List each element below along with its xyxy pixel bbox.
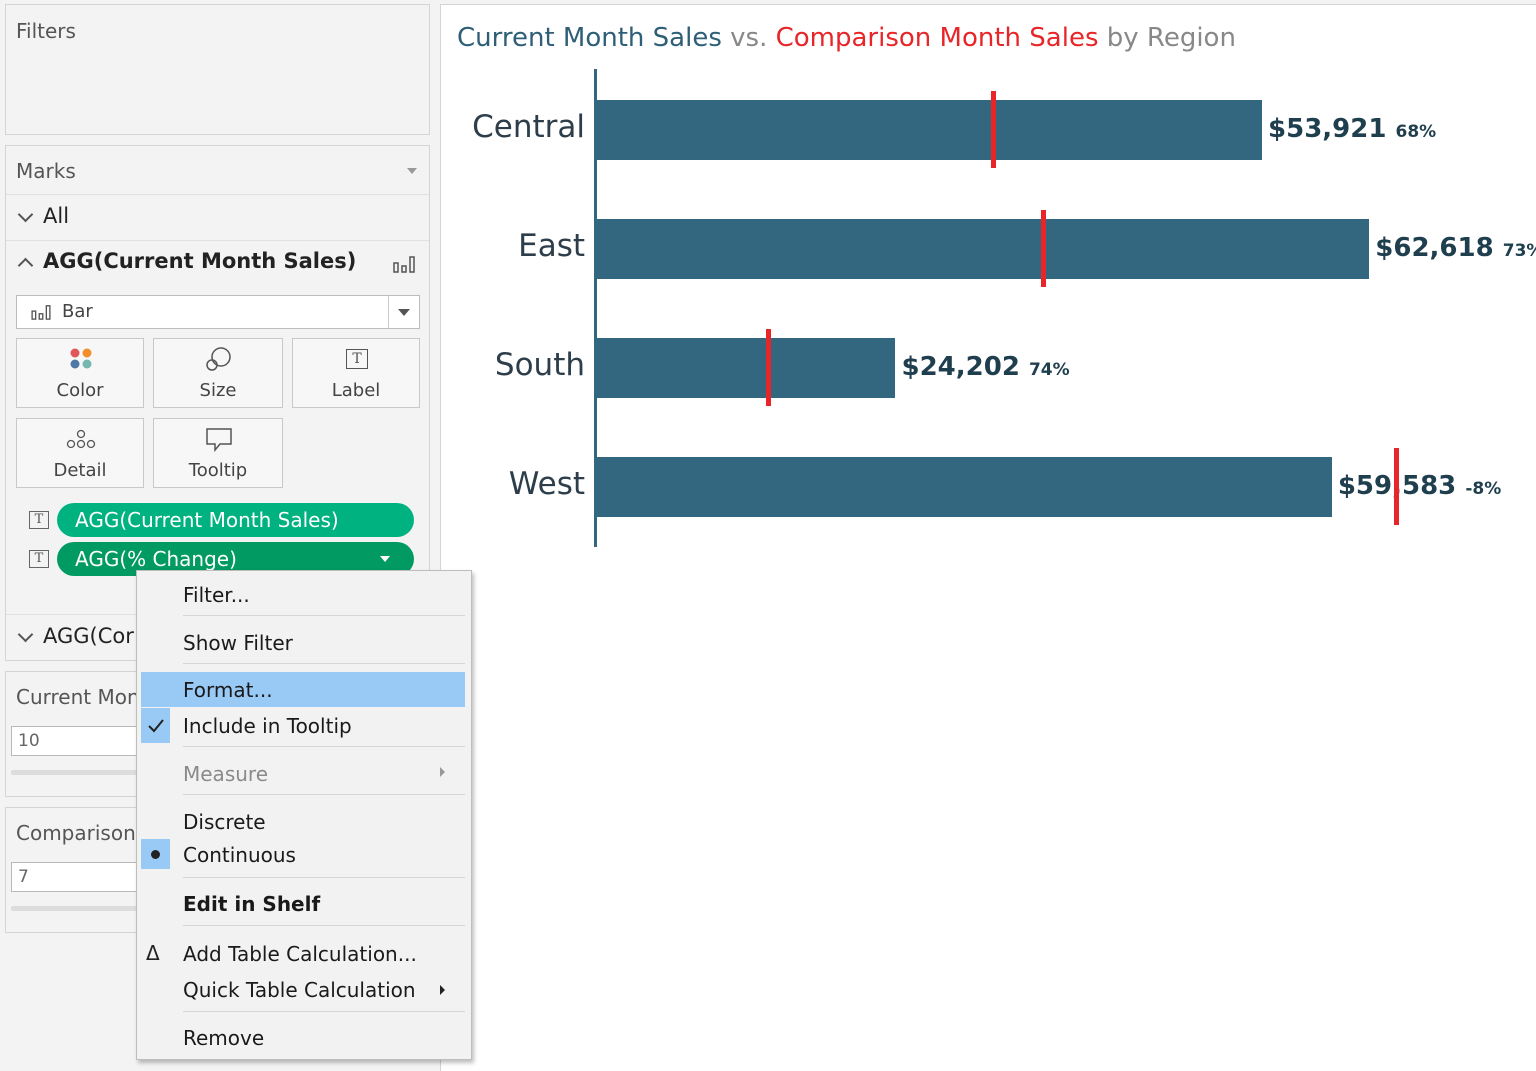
marks-current-section-header[interactable]: AGG(Current Month Sales) [6,241,429,286]
detail-icon [66,429,96,449]
size-button-label: Size [199,380,237,401]
marks-title: Marks [16,159,76,183]
menu-item-label: Continuous [183,843,296,867]
comparison-reference-line[interactable] [1041,210,1047,287]
y-axis-line [594,69,597,547]
pct-change-label: -8% [1465,479,1502,499]
menu-item-remove[interactable]: Remove [141,1021,465,1057]
title-part-current: Current Month Sales [457,23,722,53]
marks-all-row[interactable]: All [6,195,429,240]
region-label: South [494,347,585,383]
comparison-reference-line[interactable] [990,91,996,168]
label-button-label: Label [331,380,381,401]
marks-all-label: All [43,204,70,228]
bar-current-month-sales[interactable] [597,100,1263,160]
bar-current-month-sales[interactable] [597,219,1370,279]
menu-item-discrete[interactable]: Discrete [141,804,465,840]
bar-current-month-sales[interactable] [597,457,1332,517]
pill-current-month-sales[interactable]: AGG(Current Month Sales) [57,503,414,537]
submenu-arrow-icon [440,767,445,777]
menu-item-continuous[interactable]: Continuous [141,839,465,875]
color-icon [70,348,92,369]
detail-button[interactable]: Detail [16,418,144,488]
tooltip-button-label: Tooltip [188,460,248,481]
parameter-title: Current Mon [16,685,140,709]
menu-item-edit-in-shelf[interactable]: Edit in Shelf [141,887,465,923]
pill-label: AGG(% Change) [75,547,237,571]
color-button[interactable]: Color [16,338,144,408]
menu-item-label: Measure [183,762,268,786]
bar-chart-icon [31,305,51,320]
pct-change-label: 68% [1395,122,1437,142]
parameter-title: Comparison [16,821,136,845]
tooltip-button[interactable]: Tooltip [153,418,283,488]
pct-change-label: 74% [1028,360,1070,380]
context-menu: Filter... Show Filter Format... Include … [136,570,472,1060]
chevron-down-icon [17,206,34,223]
menu-item-label: Filter... [183,583,250,607]
detail-button-label: Detail [53,460,107,481]
region-label: West [508,466,585,502]
menu-item-measure[interactable]: Measure [141,756,465,792]
text-label-icon: T [29,511,49,529]
chevron-down-icon [17,626,34,643]
bar-value-label: $62,618 73% [1375,233,1536,263]
size-icon [206,347,231,371]
comparison-reference-line[interactable] [1394,448,1400,525]
comparison-reference-line[interactable] [766,329,772,406]
marks-collapsed-section-label: AGG(Cor [43,624,134,648]
menu-item-show-filter[interactable]: Show Filter [141,625,465,661]
menu-item-label: Add Table Calculation... [183,942,417,966]
filters-card[interactable]: Filters [5,4,430,135]
text-label-icon: T [29,550,49,568]
menu-item-label: Discrete [183,810,266,834]
menu-item-add-table-calculation[interactable]: Δ Add Table Calculation... [141,937,465,973]
label-button[interactable]: T Label [292,338,420,408]
tooltip-icon [206,428,232,453]
bar-current-month-sales[interactable] [597,338,896,398]
region-label: East [518,228,585,264]
menu-item-label: Remove [183,1026,265,1050]
text-label-icon: T [346,349,368,369]
color-button-label: Color [56,380,104,401]
title-part-comparison: Comparison Month Sales [775,23,1099,53]
menu-item-include-in-tooltip[interactable]: Include in Tooltip [141,708,465,744]
bar-value-label: $59,583 -8% [1337,471,1502,501]
menu-item-format[interactable]: Format... [141,672,465,707]
region-label: Central [472,109,585,145]
mark-type-value: Bar [62,301,93,322]
filters-title: Filters [16,19,76,43]
title-part-by-region: by Region [1098,23,1236,53]
title-part-vs: vs. [721,23,776,53]
marks-collapsed-section-header[interactable]: AGG(Cor [6,615,429,660]
bar-value-label: $53,921 68% [1268,114,1437,144]
bar-chart-icon [393,256,415,273]
menu-item-filter[interactable]: Filter... [141,577,465,613]
chart-title: Current Month Sales vs. Comparison Month… [457,23,1236,53]
submenu-arrow-icon [440,985,445,995]
marks-menu-caret[interactable] [407,168,417,174]
pill-label: AGG(Current Month Sales) [75,508,339,532]
chart-area: Current Month Sales vs. Comparison Month… [440,4,1536,1071]
delta-icon: Δ [146,941,160,965]
size-button[interactable]: Size [153,338,283,408]
mark-type-dropdown[interactable]: Bar [16,295,420,329]
menu-item-label: Show Filter [183,631,293,655]
bar-value-label: $24,202 74% [901,352,1070,382]
menu-item-label: Edit in Shelf [183,892,321,916]
chevron-down-icon [398,309,410,316]
menu-item-label: Include in Tooltip [183,714,352,738]
menu-item-quick-table-calculation[interactable]: Quick Table Calculation [141,973,465,1009]
chevron-down-icon [380,556,390,562]
check-icon [141,708,170,743]
menu-item-label: Format... [183,678,273,702]
radio-bullet-icon [141,839,170,869]
pct-change-label: 73% [1502,241,1536,261]
menu-item-label: Quick Table Calculation [183,978,416,1002]
chevron-up-icon [17,257,34,274]
marks-current-section-label: AGG(Current Month Sales) [43,249,357,273]
